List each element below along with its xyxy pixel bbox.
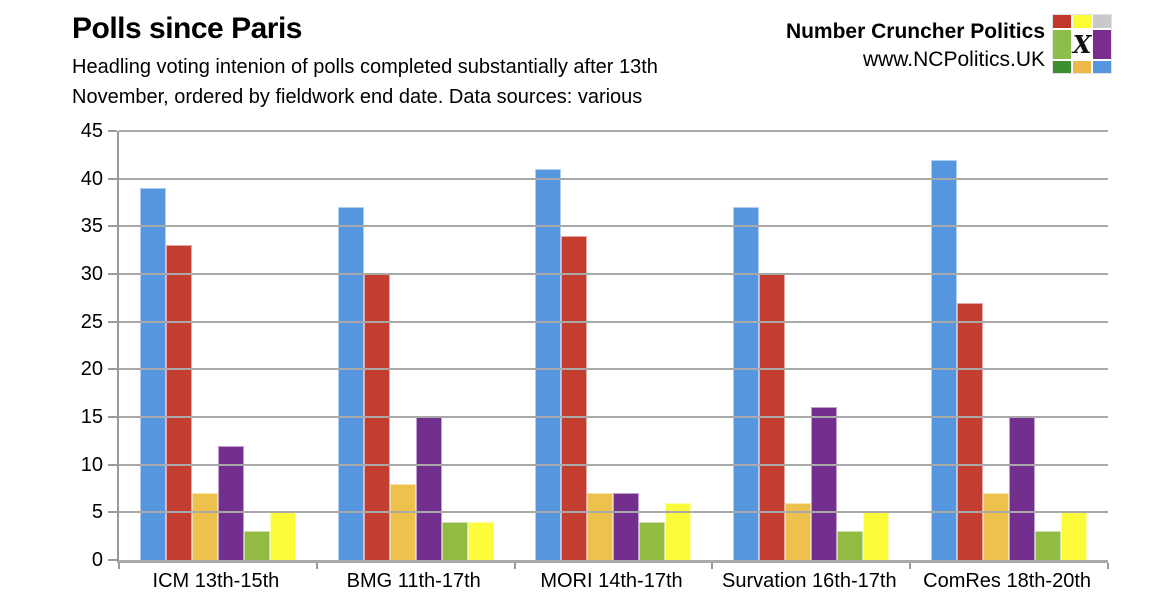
bar-group-4 [910,131,1108,560]
x-tick-3 [711,563,714,569]
bar-gold-2 [587,493,614,560]
x-tick-2 [513,563,516,569]
y-tick-35 [108,225,117,228]
bar-purple-4 [1009,417,1036,560]
logo-cell-gray [1093,15,1111,28]
x-tick-5 [1107,563,1109,569]
y-axis-label-5: 5 [91,501,103,524]
gridline-15 [119,416,1108,418]
y-axis-label-30: 30 [80,263,103,285]
logo-cell-purple [1093,29,1111,59]
y-tick-45 [108,130,117,132]
plot-area [108,130,1109,569]
x-axis-label-4: ComRes 18th-20th [923,570,1092,592]
bar-yellow-3 [863,512,890,560]
bar-green-3 [837,531,864,560]
bar-purple-3 [811,407,838,560]
y-tick-15 [108,416,117,418]
bar-green-0 [243,531,270,560]
bar-yellow-1 [467,522,494,560]
y-axis-label-15: 15 [80,406,103,428]
x-axis-label-2: MORI 14th-17th [540,570,683,592]
chart-subtitle: Headling voting intenion of polls comple… [72,52,658,112]
bar-blue-4 [931,160,958,560]
x-axis-labels: ICM 13th-15th BMG 11th-17th MORI 14th-17th… [117,568,1106,594]
chart-subtitle-line1: Headling voting intenion of polls comple… [72,56,658,78]
bar-red-0 [165,245,192,560]
x-tick-4 [909,563,912,569]
y-axis-label-40: 40 [80,167,103,190]
gridline-5 [119,511,1108,514]
y-tick-0 [108,559,117,561]
x-axis-label-0: ICM 13th-15th [152,570,280,592]
y-tick-40 [108,177,117,180]
logo-cell-darkgreen [1053,60,1071,73]
logo-cell-yellow [1072,15,1092,28]
brand-logo: X [1052,14,1112,74]
brand-block: Number Cruncher Politics www.NCPolitics.… [786,18,1045,74]
bar-green-2 [639,522,666,560]
brand-url: www.NCPolitics.UK [862,48,1045,71]
bar-gold-4 [983,493,1010,560]
bar-group-2 [515,131,713,560]
y-tick-25 [108,320,117,323]
bar-purple-1 [415,417,442,560]
x-tick-1 [315,563,318,569]
y-tick-10 [108,463,117,466]
y-axis-label-0: 0 [91,549,103,571]
bar-blue-3 [733,207,760,560]
bar-red-4 [957,303,984,560]
logo-cell-lightgreen [1053,29,1071,59]
bar-group-3 [712,131,910,560]
logo-cell-x: X [1072,29,1092,59]
bar-red-2 [561,236,588,560]
y-tick-30 [108,273,117,275]
y-tick-20 [108,368,117,371]
y-axis-label-20: 20 [80,358,103,381]
gridline-25 [119,320,1108,323]
brand-name: Number Cruncher Politics [785,20,1045,43]
logo-cell-red [1053,15,1071,28]
gridline-45 [119,130,1108,132]
bar-blue-1 [337,207,364,560]
bar-green-1 [441,522,468,560]
x-axis-label-1: BMG 11th-17th [346,570,481,592]
y-axis-label-25: 25 [80,310,103,333]
bar-blue-0 [139,188,166,560]
logo-cell-blue [1093,60,1111,73]
bar-purple-2 [613,493,640,560]
x-tick-0 [118,563,120,569]
gridline-10 [119,463,1108,466]
gridline-20 [119,368,1108,371]
gridline-35 [119,225,1108,228]
bar-gold-0 [191,493,218,560]
gridline-40 [119,177,1108,180]
chart-title: Polls since Paris [72,12,302,45]
chart-subtitle-line2: November, ordered by fieldwork end date.… [72,86,643,108]
bar-group-0 [119,131,317,560]
y-tick-5 [108,511,117,514]
bar-green-4 [1035,531,1062,560]
y-axis-label-35: 35 [80,215,103,238]
x-axis-label-3: Survation 16th-17th [722,570,897,592]
bar-group-1 [317,131,515,560]
bar-groups [119,131,1108,560]
bar-gold-1 [389,484,416,560]
bar-yellow-0 [269,512,296,560]
bar-yellow-4 [1061,512,1088,560]
gridline-30 [119,273,1108,275]
y-axis-label-45: 45 [80,120,103,142]
y-axis-label-10: 10 [80,453,103,476]
bar-blue-2 [535,169,562,560]
logo-cell-gold [1072,60,1092,73]
